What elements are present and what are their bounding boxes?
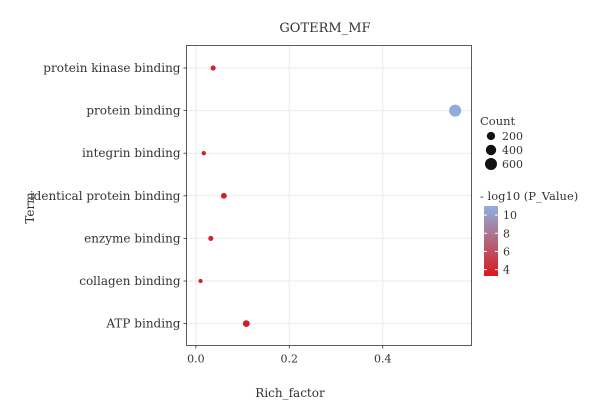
data-point <box>449 104 462 117</box>
data-point <box>210 65 216 71</box>
data-point <box>242 320 250 327</box>
size-legend-key <box>486 131 496 141</box>
x-axis-title: Rich_factor <box>255 386 325 400</box>
size-legend-key <box>485 158 497 170</box>
y-tick-label: collagen binding <box>79 274 181 288</box>
y-tick-label: protein kinase binding <box>43 61 181 75</box>
color-legend: - log10 (P_Value) 4 6 8 10 <box>480 189 578 277</box>
color-bar <box>484 206 498 276</box>
color-legend-label: 10 <box>503 209 517 222</box>
chart-title: GOTERM_MF <box>279 21 370 36</box>
y-axis: protein kinase binding protein binding int… <box>30 61 187 331</box>
size-legend-label: 200 <box>502 130 523 143</box>
y-tick-label: enzyme binding <box>84 231 181 245</box>
y-axis-title: Term <box>23 192 37 224</box>
data-point <box>208 235 214 241</box>
data-point <box>220 192 227 199</box>
y-tick-label: ATP binding <box>105 317 180 331</box>
color-legend-label: 8 <box>503 227 510 240</box>
size-legend-title: Count <box>480 114 516 128</box>
size-legend-key <box>485 144 497 156</box>
x-tick-label: 0.4 <box>374 353 392 366</box>
x-tick-label: 0.0 <box>187 353 205 366</box>
data-points <box>198 65 462 327</box>
x-tick-label: 0.2 <box>281 353 299 366</box>
data-point <box>201 150 207 156</box>
y-tick-label: identical protein binding <box>30 189 181 203</box>
x-axis: 0.0 0.2 0.4 <box>187 345 392 366</box>
y-tick-label: integrin binding <box>82 146 181 160</box>
grid <box>186 45 472 346</box>
color-legend-title: - log10 (P_Value) <box>480 189 578 203</box>
size-legend-label: 400 <box>502 144 523 157</box>
color-legend-label: 4 <box>503 264 510 277</box>
size-legend-label: 600 <box>502 158 523 171</box>
color-legend-label: 6 <box>503 245 510 258</box>
data-point <box>198 278 203 284</box>
y-tick-label: protein binding <box>86 104 180 118</box>
